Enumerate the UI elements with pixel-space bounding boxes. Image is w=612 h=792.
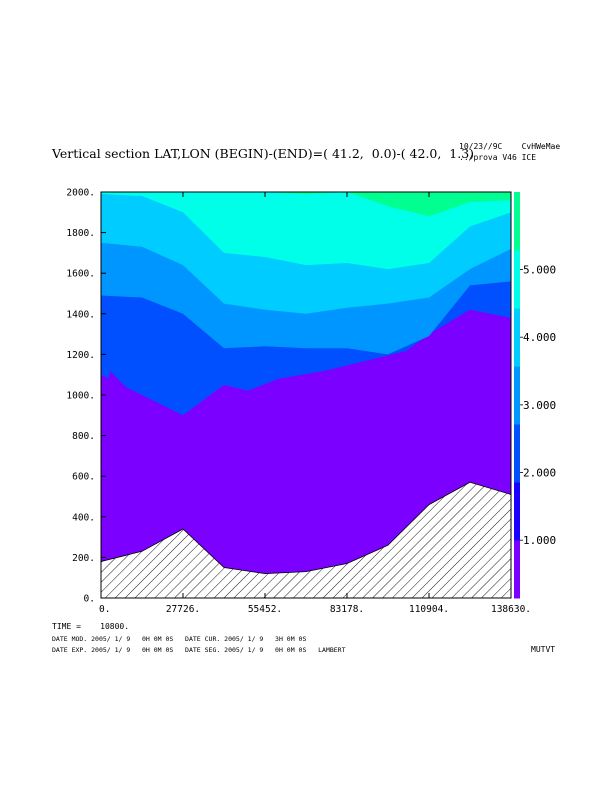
- colorbar-swatch: [514, 482, 520, 541]
- y-tick-label: 200.: [72, 553, 95, 564]
- time-label: TIME = 10800.: [52, 622, 130, 631]
- program-label: ../prova V46 ICE: [459, 153, 537, 162]
- colorbar-label: 3.000: [523, 399, 556, 412]
- contour-patch-0: [101, 370, 193, 475]
- date-info-line-1: DATE MOD. 2005/ 1/ 9 0H 0M 0S DATE CUR. …: [52, 635, 307, 643]
- y-tick-label: 2000.: [66, 188, 95, 199]
- x-tick-label: 27726.: [166, 604, 200, 615]
- colorbar-label: 4.000: [523, 331, 556, 344]
- colorbar-label: 5.000: [523, 264, 556, 277]
- y-axis: 0. 200. 400. 600. 800. 1000. 1200. 1400. 1600. 18…: [66, 188, 106, 605]
- colorbar-swatch: [514, 192, 520, 251]
- colorbar-swatch: [514, 424, 520, 483]
- x-tick-label: 0.: [99, 604, 110, 615]
- colorbar-swatch: [514, 540, 520, 599]
- x-axis: 0. 27726. 55452. 83178. 110904. 138630.: [99, 192, 531, 615]
- y-tick-label: 1000.: [66, 391, 95, 402]
- plot-title: Vertical section LAT,LON (BEGIN)-(END)=(…: [52, 146, 475, 161]
- x-tick-label: 110904.: [409, 604, 449, 615]
- variable-name: MUTVT: [531, 645, 556, 654]
- y-tick-label: 600.: [72, 472, 95, 483]
- y-tick-label: 400.: [72, 512, 95, 523]
- y-tick-label: 1400.: [66, 309, 95, 320]
- contour-patch-1: [213, 328, 511, 428]
- terrain-hatch: [101, 481, 511, 598]
- contour-fills: [101, 192, 511, 598]
- y-tick-label: 1800.: [66, 228, 95, 239]
- colorbar-swatch: [514, 366, 520, 425]
- colorbar-swatch: [514, 308, 520, 367]
- colorbar-swatch: [514, 250, 520, 309]
- date-info-line-2: DATE EXP. 2005/ 1/ 9 0H 0M 0S DATE SEG. …: [52, 646, 346, 654]
- x-tick-label: 83178.: [330, 604, 364, 615]
- x-tick-label: 55452.: [248, 604, 282, 615]
- y-tick-label: 1200.: [66, 350, 95, 361]
- contour-level-6: [101, 192, 511, 217]
- y-tick-label: 0.: [84, 594, 95, 605]
- x-tick-label: 138630.: [491, 604, 531, 615]
- colorbar: 1.000 2.000 3.000 4.000 5.000: [514, 192, 556, 599]
- run-date-label: 10/23//9C CvHWeMae: [459, 142, 561, 151]
- y-tick-label: 800.: [72, 431, 95, 442]
- y-tick-label: 1600.: [66, 269, 95, 280]
- colorbar-label: 2.000: [523, 467, 556, 480]
- colorbar-label: 1.000: [523, 534, 556, 547]
